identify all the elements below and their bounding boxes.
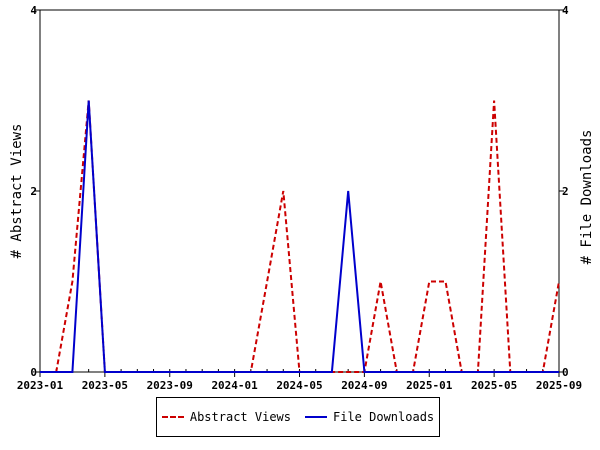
x-tick-label: 2023-05	[82, 379, 128, 392]
y2-axis-title: # File Downloads	[579, 130, 595, 265]
series-line-file-downloads	[40, 100, 559, 373]
x-tick-label: 2025-01	[406, 379, 453, 392]
x-tick-label: 2024-05	[276, 379, 322, 392]
y-tick-label: 4	[30, 4, 37, 17]
y-tick-label: 2	[30, 185, 37, 198]
x-tick-label: 2025-05	[471, 379, 517, 392]
y2-tick-label: 2	[562, 185, 569, 198]
x-tick-label: 2025-09	[536, 379, 582, 392]
y-tick-label: 0	[30, 366, 37, 379]
legend-label: Abstract Views	[189, 410, 291, 424]
legend-swatch-dashed	[161, 416, 184, 418]
y2-tick-label: 0	[562, 366, 569, 379]
y2-tick-label: 4	[562, 4, 569, 17]
x-tick-label: 2023-09	[147, 379, 193, 392]
legend-item-abstract-views: Abstract Views	[161, 410, 291, 424]
legend-item-file-downloads: File Downloads	[305, 410, 434, 424]
y-axis-title: # Abstract Views	[9, 124, 25, 259]
x-tick-label: 2024-09	[341, 379, 387, 392]
x-tick-label: 2024-01	[211, 379, 258, 392]
legend-label: File Downloads	[333, 410, 435, 424]
legend-swatch-solid	[305, 416, 327, 418]
legend: Abstract Views File Downloads	[156, 397, 440, 437]
x-tick-label: 2023-01	[17, 379, 64, 392]
series-line-abstract-views	[40, 100, 560, 373]
